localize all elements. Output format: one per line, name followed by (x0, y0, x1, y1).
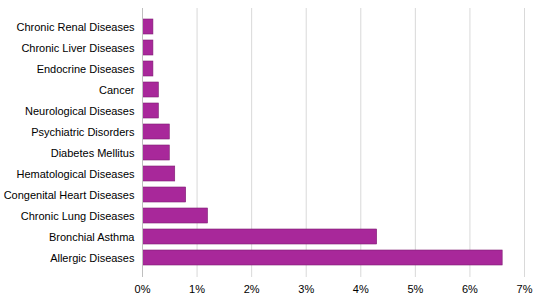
svg-text:6%: 6% (462, 283, 478, 295)
svg-text:1%: 1% (189, 283, 205, 295)
svg-text:7%: 7% (517, 283, 533, 295)
svg-text:Hematological Diseases: Hematological Diseases (17, 168, 135, 180)
svg-text:Bronchial Asthma: Bronchial Asthma (49, 231, 135, 243)
svg-text:Endocrine Diseases: Endocrine Diseases (37, 63, 135, 75)
svg-text:3%: 3% (298, 283, 314, 295)
svg-text:4%: 4% (353, 283, 369, 295)
svg-text:Neurological Diseases: Neurological Diseases (25, 105, 135, 117)
svg-text:2%: 2% (244, 283, 260, 295)
svg-text:Chronic Lung Diseases: Chronic Lung Diseases (21, 210, 135, 222)
svg-text:Cancer: Cancer (99, 84, 135, 96)
svg-text:Psychiatric Disorders: Psychiatric Disorders (31, 126, 135, 138)
svg-text:0%: 0% (135, 283, 151, 295)
svg-text:Chronic Liver Diseases: Chronic Liver Diseases (21, 42, 135, 54)
svg-text:Allergic Diseases: Allergic Diseases (50, 252, 135, 264)
svg-text:5%: 5% (407, 283, 423, 295)
svg-text:Chronic Renal Diseases: Chronic Renal Diseases (17, 21, 135, 33)
svg-text:Congenital Heart Diseases: Congenital Heart Diseases (4, 189, 135, 201)
svg-text:Diabetes Mellitus: Diabetes Mellitus (51, 147, 135, 159)
